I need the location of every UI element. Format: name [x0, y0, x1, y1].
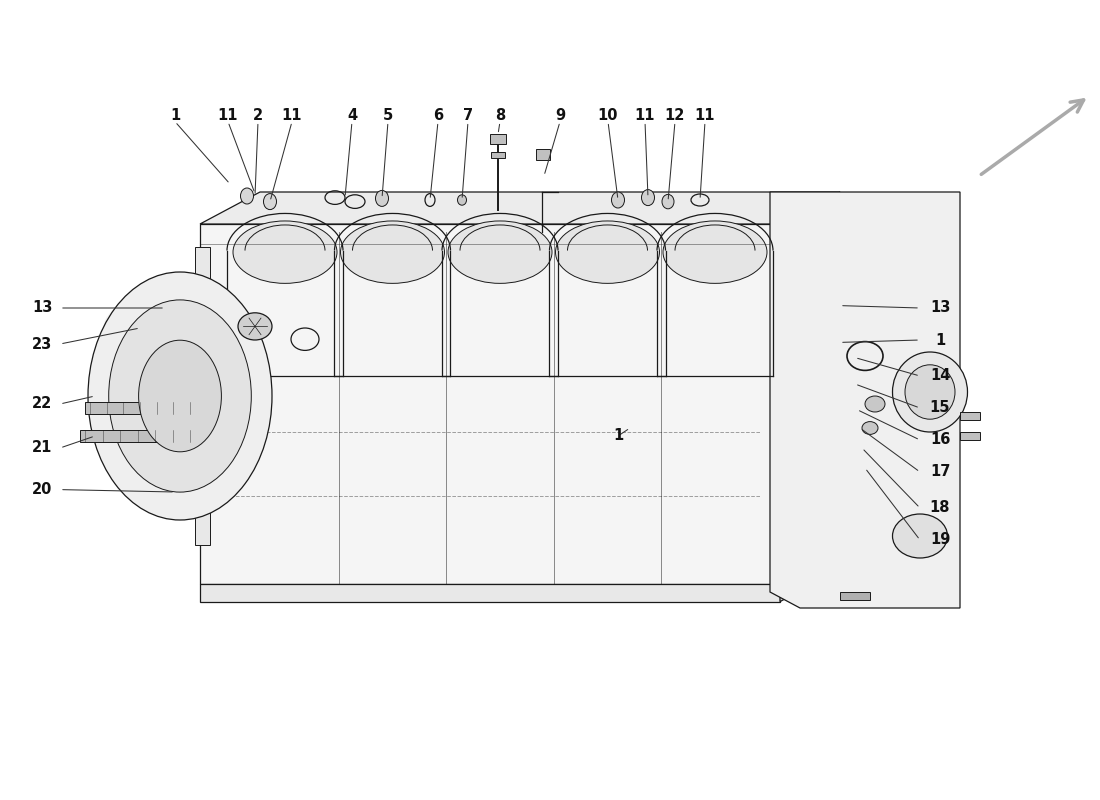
Ellipse shape: [892, 352, 968, 432]
Text: 6: 6: [433, 109, 443, 123]
Text: 1: 1: [935, 333, 945, 347]
Ellipse shape: [458, 194, 466, 206]
Polygon shape: [780, 552, 840, 602]
Ellipse shape: [892, 514, 947, 558]
Text: 5: 5: [383, 109, 393, 123]
Text: 8: 8: [495, 109, 505, 123]
Text: 18: 18: [930, 501, 950, 515]
Text: 13: 13: [32, 301, 52, 315]
Text: 1: 1: [613, 429, 623, 443]
Text: 1: 1: [169, 109, 180, 123]
Ellipse shape: [88, 272, 272, 520]
Text: 16: 16: [930, 433, 950, 447]
Polygon shape: [490, 134, 506, 144]
Text: 2: 2: [253, 109, 263, 123]
Text: 17: 17: [930, 465, 950, 479]
Ellipse shape: [341, 221, 444, 283]
Circle shape: [862, 422, 878, 434]
Ellipse shape: [264, 194, 276, 210]
Ellipse shape: [905, 365, 955, 419]
Polygon shape: [491, 152, 505, 158]
Text: 19: 19: [930, 533, 950, 547]
Text: 11: 11: [635, 109, 656, 123]
Text: 15: 15: [930, 401, 950, 415]
Text: 22: 22: [32, 397, 52, 411]
Polygon shape: [80, 430, 195, 442]
Text: 4: 4: [346, 109, 358, 123]
Ellipse shape: [612, 192, 625, 208]
Text: 13: 13: [930, 301, 950, 315]
Ellipse shape: [241, 188, 253, 204]
Polygon shape: [840, 592, 870, 600]
Ellipse shape: [109, 300, 251, 492]
Text: a passion for parts since 1983: a passion for parts since 1983: [214, 442, 622, 598]
Ellipse shape: [641, 190, 654, 206]
Ellipse shape: [662, 194, 674, 209]
Ellipse shape: [139, 340, 221, 452]
Text: 10: 10: [597, 109, 618, 123]
Polygon shape: [780, 192, 840, 584]
Polygon shape: [770, 192, 960, 608]
Polygon shape: [195, 247, 210, 545]
Text: 20: 20: [32, 482, 52, 497]
Text: 23: 23: [32, 337, 52, 351]
Text: 21: 21: [32, 441, 52, 455]
Polygon shape: [960, 432, 980, 440]
Text: eurocarparts: eurocarparts: [91, 286, 613, 514]
Ellipse shape: [556, 221, 660, 283]
Ellipse shape: [375, 190, 388, 206]
Polygon shape: [200, 192, 840, 224]
Circle shape: [865, 396, 886, 412]
Text: 11: 11: [695, 109, 715, 123]
Ellipse shape: [448, 221, 552, 283]
Ellipse shape: [663, 221, 767, 283]
Polygon shape: [200, 584, 780, 602]
Text: 12: 12: [664, 109, 685, 123]
Text: 14: 14: [930, 369, 950, 383]
Polygon shape: [200, 224, 780, 584]
Text: 11: 11: [282, 109, 303, 123]
Circle shape: [238, 313, 272, 340]
Polygon shape: [85, 402, 195, 414]
Text: 11: 11: [218, 109, 239, 123]
Ellipse shape: [233, 221, 337, 283]
Text: 9: 9: [554, 109, 565, 123]
Text: 7: 7: [463, 109, 473, 123]
Polygon shape: [536, 149, 550, 160]
Polygon shape: [960, 412, 980, 420]
